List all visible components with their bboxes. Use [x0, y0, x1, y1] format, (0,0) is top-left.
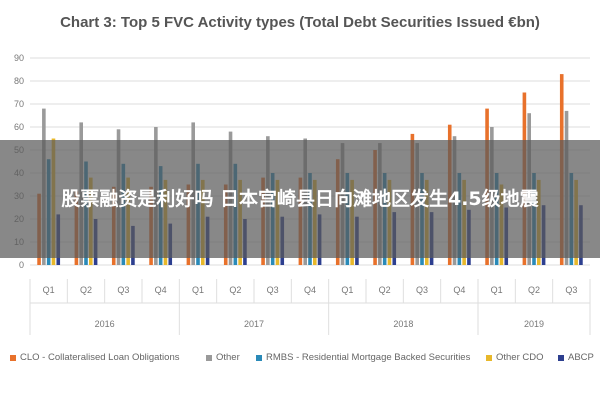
- x-tick-label: Q3: [267, 285, 279, 295]
- x-tick-label: Q1: [491, 285, 503, 295]
- legend-item: Other: [206, 352, 240, 363]
- x-tick-label: Q3: [117, 285, 129, 295]
- y-tick-label: 0: [19, 260, 24, 270]
- year-label: 2018: [393, 319, 413, 329]
- legend-swatch: [256, 354, 262, 361]
- legend-swatch: [10, 354, 16, 361]
- x-tick-label: Q2: [80, 285, 92, 295]
- x-tick-label: Q4: [155, 285, 167, 295]
- legend-item: CLO - Collateralised Loan Obligations: [10, 352, 179, 363]
- legend-label: ABCP: [568, 352, 594, 363]
- y-tick-label: 60: [14, 122, 24, 132]
- legend-item: ABCP: [558, 352, 594, 363]
- legend-label: Other: [216, 352, 240, 363]
- x-tick-label: Q3: [416, 285, 428, 295]
- overlay-banner: 股票融资是利好吗 日本宫崎县日向滩地区发生4.5级地震: [0, 140, 600, 258]
- legend-label: RMBS - Residential Mortgage Backed Secur…: [266, 352, 471, 363]
- y-tick-label: 80: [14, 76, 24, 86]
- chart-legend: CLO - Collateralised Loan Obligations Oth…: [10, 352, 600, 368]
- legend-swatch: [486, 354, 492, 361]
- x-tick-label: Q4: [304, 285, 316, 295]
- x-tick-label: Q1: [192, 285, 204, 295]
- x-tick-label: Q2: [379, 285, 391, 295]
- year-label: 2017: [244, 319, 264, 329]
- x-tick-label: Q4: [453, 285, 465, 295]
- year-label: 2016: [95, 319, 115, 329]
- y-tick-label: 90: [14, 53, 24, 63]
- x-tick-label: Q2: [528, 285, 540, 295]
- chart-title: Chart 3: Top 5 FVC Activity types (Total…: [60, 14, 540, 31]
- year-label: 2019: [524, 319, 544, 329]
- legend-label: Other CDO: [496, 352, 544, 363]
- legend-label: CLO - Collateralised Loan Obligations: [20, 352, 180, 363]
- legend-item: Other CDO: [486, 352, 544, 363]
- overlay-headline: 股票融资是利好吗 日本宫崎县日向滩地区发生4.5级地震: [61, 188, 539, 210]
- x-tick-label: Q2: [229, 285, 241, 295]
- x-tick-label: Q3: [565, 285, 577, 295]
- legend-swatch: [558, 354, 564, 361]
- legend-item: RMBS - Residential Mortgage Backed Secur…: [256, 352, 470, 363]
- x-tick-label: Q1: [43, 285, 55, 295]
- legend-swatch: [206, 354, 212, 361]
- x-tick-label: Q1: [341, 285, 353, 295]
- y-tick-label: 70: [14, 99, 24, 109]
